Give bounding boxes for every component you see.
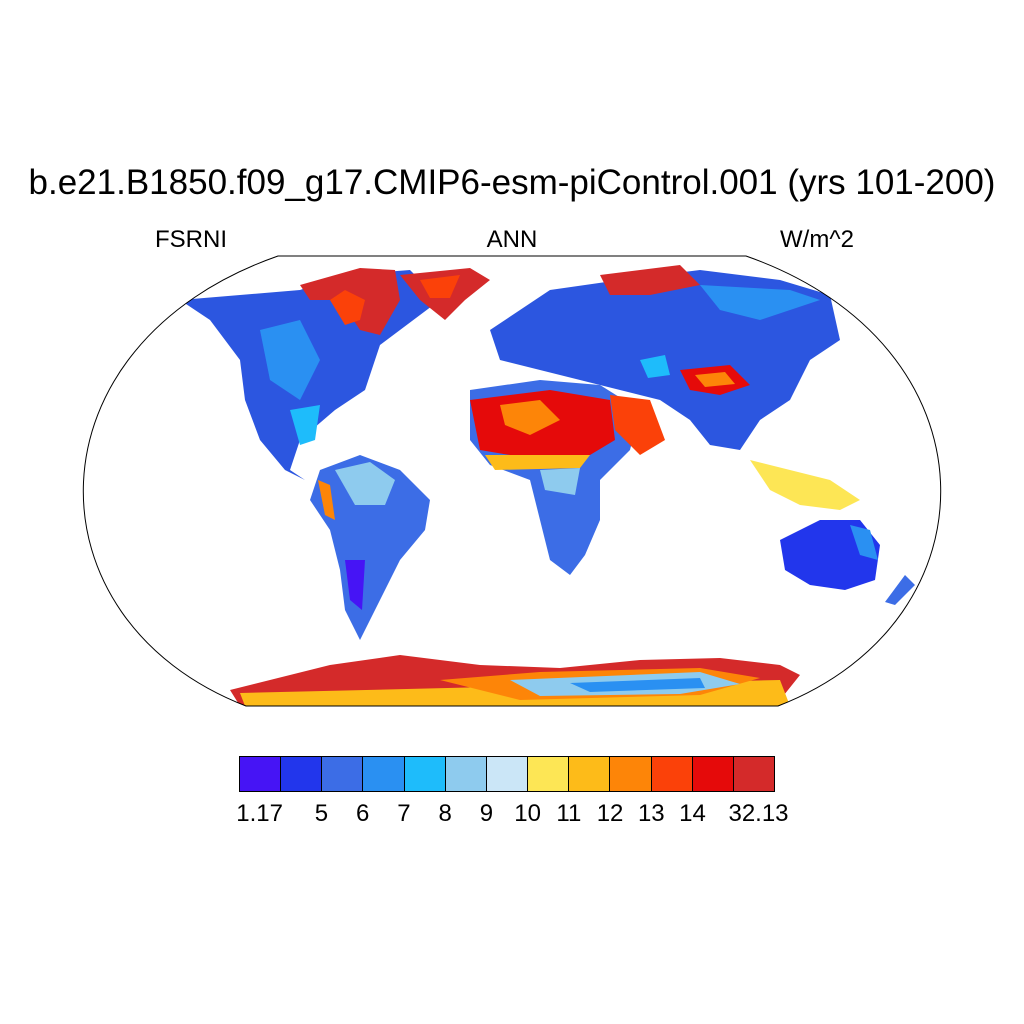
colorbar-label: 5 (314, 800, 329, 827)
arabia (610, 395, 665, 455)
colorbar-box (281, 757, 323, 791)
colorbar-box (733, 757, 775, 791)
colorbar-label: 12 (596, 800, 624, 827)
colorbar-label: 11 (556, 800, 582, 827)
variable-label: FSRNI (155, 226, 227, 253)
colorbar-box (404, 757, 446, 791)
colorbar-box (240, 757, 282, 791)
plot-title: b.e21.B1850.f09_g17.CMIP6-esm-piControl.… (28, 163, 996, 202)
colorbar-box (528, 757, 570, 791)
colorbar-label: 6 (356, 800, 370, 827)
colorbar-label: 32.13 (728, 800, 789, 827)
colorbar-box (610, 757, 652, 791)
colorbar (239, 756, 775, 792)
maritime-continent (750, 460, 860, 510)
colorbar-box (445, 757, 487, 791)
colorbar-label: 10 (514, 800, 541, 827)
colorbar-label: 1.17 (236, 800, 283, 827)
colorbar-box (486, 757, 529, 791)
colorbar-box (322, 757, 364, 791)
season-label: ANN (486, 226, 538, 253)
colorbar-label: 8 (438, 800, 452, 827)
colorbar-label: 14 (679, 800, 706, 827)
colorbar-box (363, 757, 405, 791)
colorbar-label: 9 (479, 800, 494, 827)
south-america (310, 455, 430, 640)
units-label: W/m^2 (780, 226, 854, 253)
colorbar-box (651, 757, 693, 791)
colorbar-label: 7 (397, 800, 411, 827)
colorbar-label: 13 (637, 800, 665, 827)
colorbar-box (692, 757, 734, 791)
colorbar-box (569, 757, 611, 791)
map-border (83, 255, 941, 707)
